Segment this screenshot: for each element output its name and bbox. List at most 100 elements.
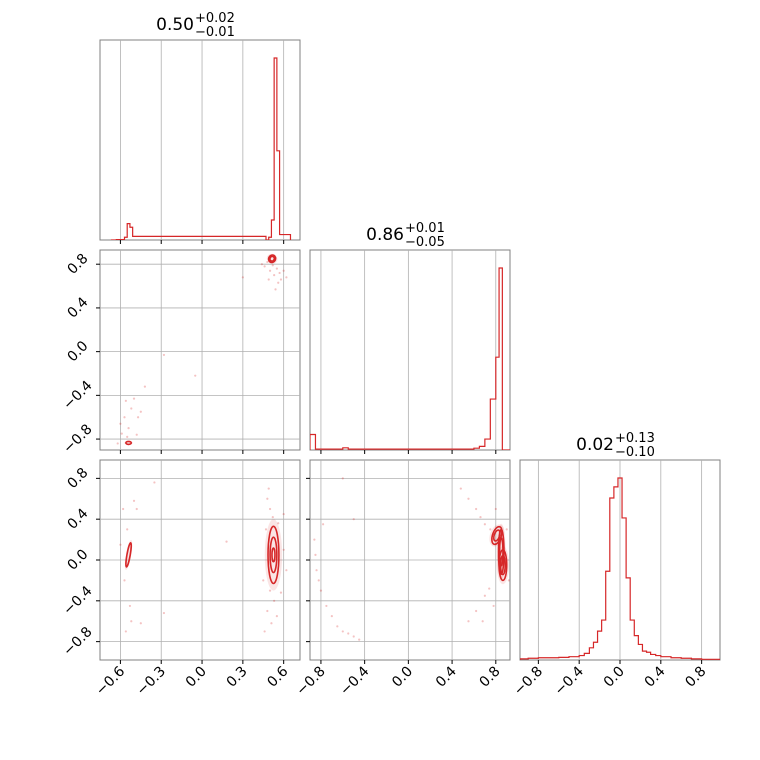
- hist-panel-1-frame: [309, 249, 511, 451]
- sample-point: [507, 579, 510, 582]
- sample-point: [267, 278, 270, 281]
- sample-point: [347, 632, 350, 635]
- sample-point: [282, 512, 285, 516]
- sample-point: [135, 507, 138, 511]
- sample-point: [268, 269, 272, 272]
- density-fill: [489, 524, 505, 547]
- y-tick-label: −0.8: [60, 421, 95, 456]
- panel-content: [116, 253, 288, 446]
- sample-point: [127, 427, 130, 430]
- sample-point: [139, 410, 142, 413]
- contour-panel-0-1: −0.8 −0.4 0.0 0.4 0.8: [60, 249, 301, 457]
- sample-point: [120, 432, 123, 435]
- contour-level: [267, 254, 277, 264]
- sample-point: [124, 630, 127, 633]
- param-title-minus: −0.10: [615, 445, 655, 460]
- sample-point: [277, 281, 280, 284]
- sample-point: [325, 604, 328, 608]
- sample-point: [282, 548, 285, 551]
- param-title-minus: −0.01: [195, 25, 235, 40]
- y-tick-label: −0.4: [60, 583, 95, 618]
- sample-point: [124, 399, 127, 402]
- hist-panel-0-frame: [99, 39, 301, 241]
- contour-level: [267, 525, 280, 585]
- sample-point: [352, 635, 355, 638]
- sample-point: [139, 622, 142, 625]
- sample-point: [459, 487, 462, 490]
- contour-level: [269, 255, 276, 262]
- sample-point: [126, 528, 129, 531]
- sample-point: [475, 609, 478, 613]
- contour-panel-0-2: −0.6 −0.3 0.0 0.3 0.6 −0.8 −0.4 0.0 0.4 0.8: [60, 459, 301, 699]
- sample-point: [279, 278, 283, 281]
- sample-point: [358, 638, 361, 641]
- y-tick-label: 0.4: [64, 294, 91, 321]
- contour-panel-1-2: −0.8 −0.4 0.0 0.4 0.8: [293, 459, 511, 699]
- sample-point: [162, 353, 166, 357]
- x-tick-label: −0.4: [337, 663, 372, 698]
- sample-point: [271, 264, 274, 267]
- contour-panel-0-1-frame: [99, 249, 301, 451]
- sample-point: [153, 481, 156, 484]
- x-tick-label: 0.0: [183, 664, 210, 691]
- x-tick-label: 0.4: [642, 663, 669, 690]
- param-title-plus: +0.13: [615, 431, 655, 446]
- sample-point: [194, 374, 197, 377]
- sample-point: [278, 271, 281, 275]
- sample-point: [315, 569, 318, 572]
- sample-point: [143, 385, 146, 388]
- x-tick-label: 0.3: [224, 664, 251, 691]
- sample-point: [268, 589, 272, 592]
- histogram-step: [310, 267, 510, 450]
- sample-point: [314, 553, 317, 556]
- sample-point: [128, 604, 132, 608]
- sample-point: [352, 518, 355, 521]
- sample-point: [483, 594, 486, 597]
- sample-point: [273, 599, 276, 602]
- sample-point: [123, 579, 126, 582]
- sample-point: [341, 630, 344, 633]
- sample-point: [263, 265, 266, 268]
- sample-point: [319, 589, 323, 592]
- contour-level: [125, 440, 133, 446]
- y-tick-label: −0.8: [60, 624, 95, 659]
- sample-point: [274, 288, 277, 291]
- sample-point: [262, 579, 265, 582]
- sample-point: [317, 579, 320, 582]
- sample-point: [266, 497, 269, 500]
- sample-point: [489, 528, 492, 531]
- sample-point: [277, 522, 280, 525]
- x-tick-label: 0.4: [433, 663, 460, 690]
- sample-point: [268, 507, 272, 511]
- sample-point: [260, 263, 264, 266]
- sample-point: [267, 487, 270, 490]
- sample-point: [119, 422, 122, 425]
- sample-point: [492, 604, 495, 608]
- x-tick-label: 0.8: [477, 664, 504, 691]
- sample-point: [264, 528, 268, 531]
- panel-content: [313, 477, 510, 641]
- y-tick-label: 0.0: [64, 338, 91, 365]
- sample-point: [341, 477, 344, 480]
- hist-panel-2: −0.8 −0.4 0.0 0.4 0.8 0.02 +0.13−0.10: [511, 431, 721, 699]
- y-tick-label: 0.4: [64, 506, 91, 533]
- x-tick-label: 0.8: [682, 664, 709, 691]
- contour-level: [499, 554, 507, 576]
- sample-point: [273, 274, 276, 277]
- x-tick-label: −0.3: [134, 664, 169, 699]
- x-tick-label: −0.4: [552, 663, 587, 698]
- sample-point: [130, 620, 133, 623]
- histogram-step: [520, 477, 720, 660]
- sample-point: [322, 523, 325, 526]
- param-title-plus: +0.01: [405, 221, 445, 236]
- x-tick-label: 0.0: [389, 664, 416, 691]
- sample-point: [483, 523, 486, 526]
- hist-panel-1: 0.86 +0.01−0.05: [309, 221, 511, 454]
- contour-level: [492, 529, 501, 542]
- x-tick-label: −0.8: [511, 664, 546, 699]
- contour-level: [498, 548, 508, 582]
- sample-point: [275, 267, 278, 270]
- histogram-step: [110, 57, 292, 240]
- sample-point: [270, 622, 273, 625]
- sample-point: [467, 620, 470, 623]
